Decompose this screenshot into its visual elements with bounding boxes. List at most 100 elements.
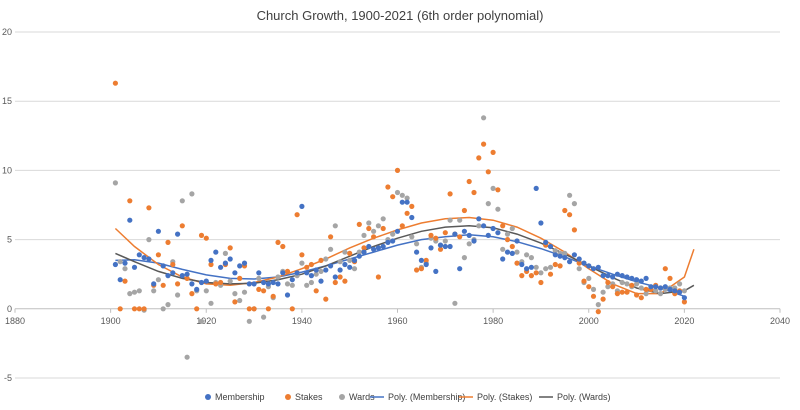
membership-point — [256, 270, 262, 276]
membership-point — [509, 250, 515, 256]
stakes-point — [643, 286, 649, 292]
membership-point — [524, 266, 530, 272]
wards-point — [184, 354, 190, 360]
stakes-point — [347, 250, 353, 256]
stakes-point — [366, 225, 372, 232]
wards-point — [208, 300, 214, 306]
wards-point — [619, 279, 625, 286]
wards-point — [155, 277, 161, 283]
wards-point — [500, 246, 506, 252]
wards-point — [538, 270, 544, 276]
stakes-point — [170, 261, 176, 268]
wards-point — [490, 185, 496, 191]
stakes-point — [246, 306, 252, 312]
membership-point — [151, 281, 157, 287]
legend-label: Poly. (Stakes) — [477, 392, 532, 402]
wards-point — [375, 223, 381, 229]
stakes-point — [428, 232, 434, 238]
x-tick-label: 2020 — [674, 316, 694, 326]
membership-point — [112, 261, 118, 268]
wards-point — [227, 278, 233, 284]
wards-point — [590, 286, 597, 292]
wards-point — [289, 282, 295, 288]
membership-point — [146, 256, 152, 262]
membership-point — [543, 239, 549, 245]
stakes-point — [189, 291, 195, 297]
membership-point — [557, 253, 563, 259]
wards-point — [466, 241, 472, 247]
membership-point — [265, 281, 271, 287]
wards-point — [275, 274, 281, 280]
membership-point — [538, 220, 544, 226]
stakes-point — [375, 274, 381, 280]
x-tick-label: 2040 — [770, 316, 790, 326]
wards-point — [299, 260, 305, 266]
stakes-point — [442, 230, 448, 236]
membership-point — [246, 281, 252, 287]
stakes-point — [328, 234, 334, 240]
membership-point — [485, 232, 491, 238]
wards-point — [342, 249, 348, 255]
stakes-point — [385, 184, 391, 190]
stakes-point — [514, 260, 520, 266]
membership-point — [117, 277, 123, 283]
x-tick-label: 1940 — [292, 316, 312, 326]
stakes-point — [457, 234, 463, 240]
stakes-point — [538, 279, 544, 286]
membership-point — [122, 260, 128, 266]
membership-point — [241, 260, 248, 266]
stakes-point — [371, 234, 377, 240]
stakes-point — [404, 210, 410, 216]
membership-point — [394, 228, 401, 234]
wards-point — [222, 250, 228, 256]
wards-point — [562, 250, 568, 256]
wards-point — [160, 306, 166, 312]
stakes-point — [490, 149, 496, 155]
stakes-point — [619, 289, 625, 295]
y-tick-label: 0 — [7, 304, 12, 314]
wards-point — [328, 246, 334, 252]
stakes-point — [562, 207, 568, 214]
stakes-point — [175, 281, 181, 287]
legend-marker — [285, 394, 291, 400]
wards-point — [399, 192, 405, 198]
membership-point — [418, 257, 424, 263]
stakes-point — [567, 212, 573, 218]
membership-point — [662, 284, 668, 290]
membership-point — [552, 252, 558, 258]
legend-label: Poly. (Membership) — [388, 392, 465, 402]
stakes-point — [232, 299, 238, 305]
stakes-point — [308, 261, 314, 268]
membership-point — [275, 281, 281, 287]
wards-point — [481, 115, 487, 121]
stakes-point — [380, 225, 386, 232]
chart-title: Church Growth, 1900-2021 (6th order poly… — [257, 8, 544, 23]
stakes-point — [332, 279, 338, 286]
membership-point — [571, 252, 578, 258]
membership-point — [619, 273, 625, 279]
membership-point — [452, 231, 458, 237]
stakes-point — [122, 278, 128, 284]
wards-point — [179, 198, 185, 204]
y-tick-label: 15 — [2, 96, 12, 106]
wards-point — [677, 281, 683, 287]
stakes-point — [194, 306, 200, 312]
stakes-point — [471, 189, 477, 196]
series-membership — [112, 185, 688, 301]
membership-point — [437, 242, 444, 248]
membership-point — [203, 278, 209, 284]
legend: Membership Stakes Wards Poly. (Membership) P… — [205, 392, 611, 402]
membership-point — [404, 199, 410, 205]
stakes-point — [356, 221, 362, 227]
membership-point — [595, 264, 601, 270]
wards-point — [409, 234, 415, 240]
membership-point — [237, 263, 243, 269]
stakes-point — [638, 295, 644, 301]
wards-point — [189, 191, 195, 197]
stakes-point — [342, 278, 348, 284]
membership-point — [371, 246, 377, 252]
membership-point — [653, 284, 659, 290]
membership-point — [227, 256, 233, 262]
membership-point — [328, 263, 334, 269]
membership-point — [614, 271, 621, 277]
